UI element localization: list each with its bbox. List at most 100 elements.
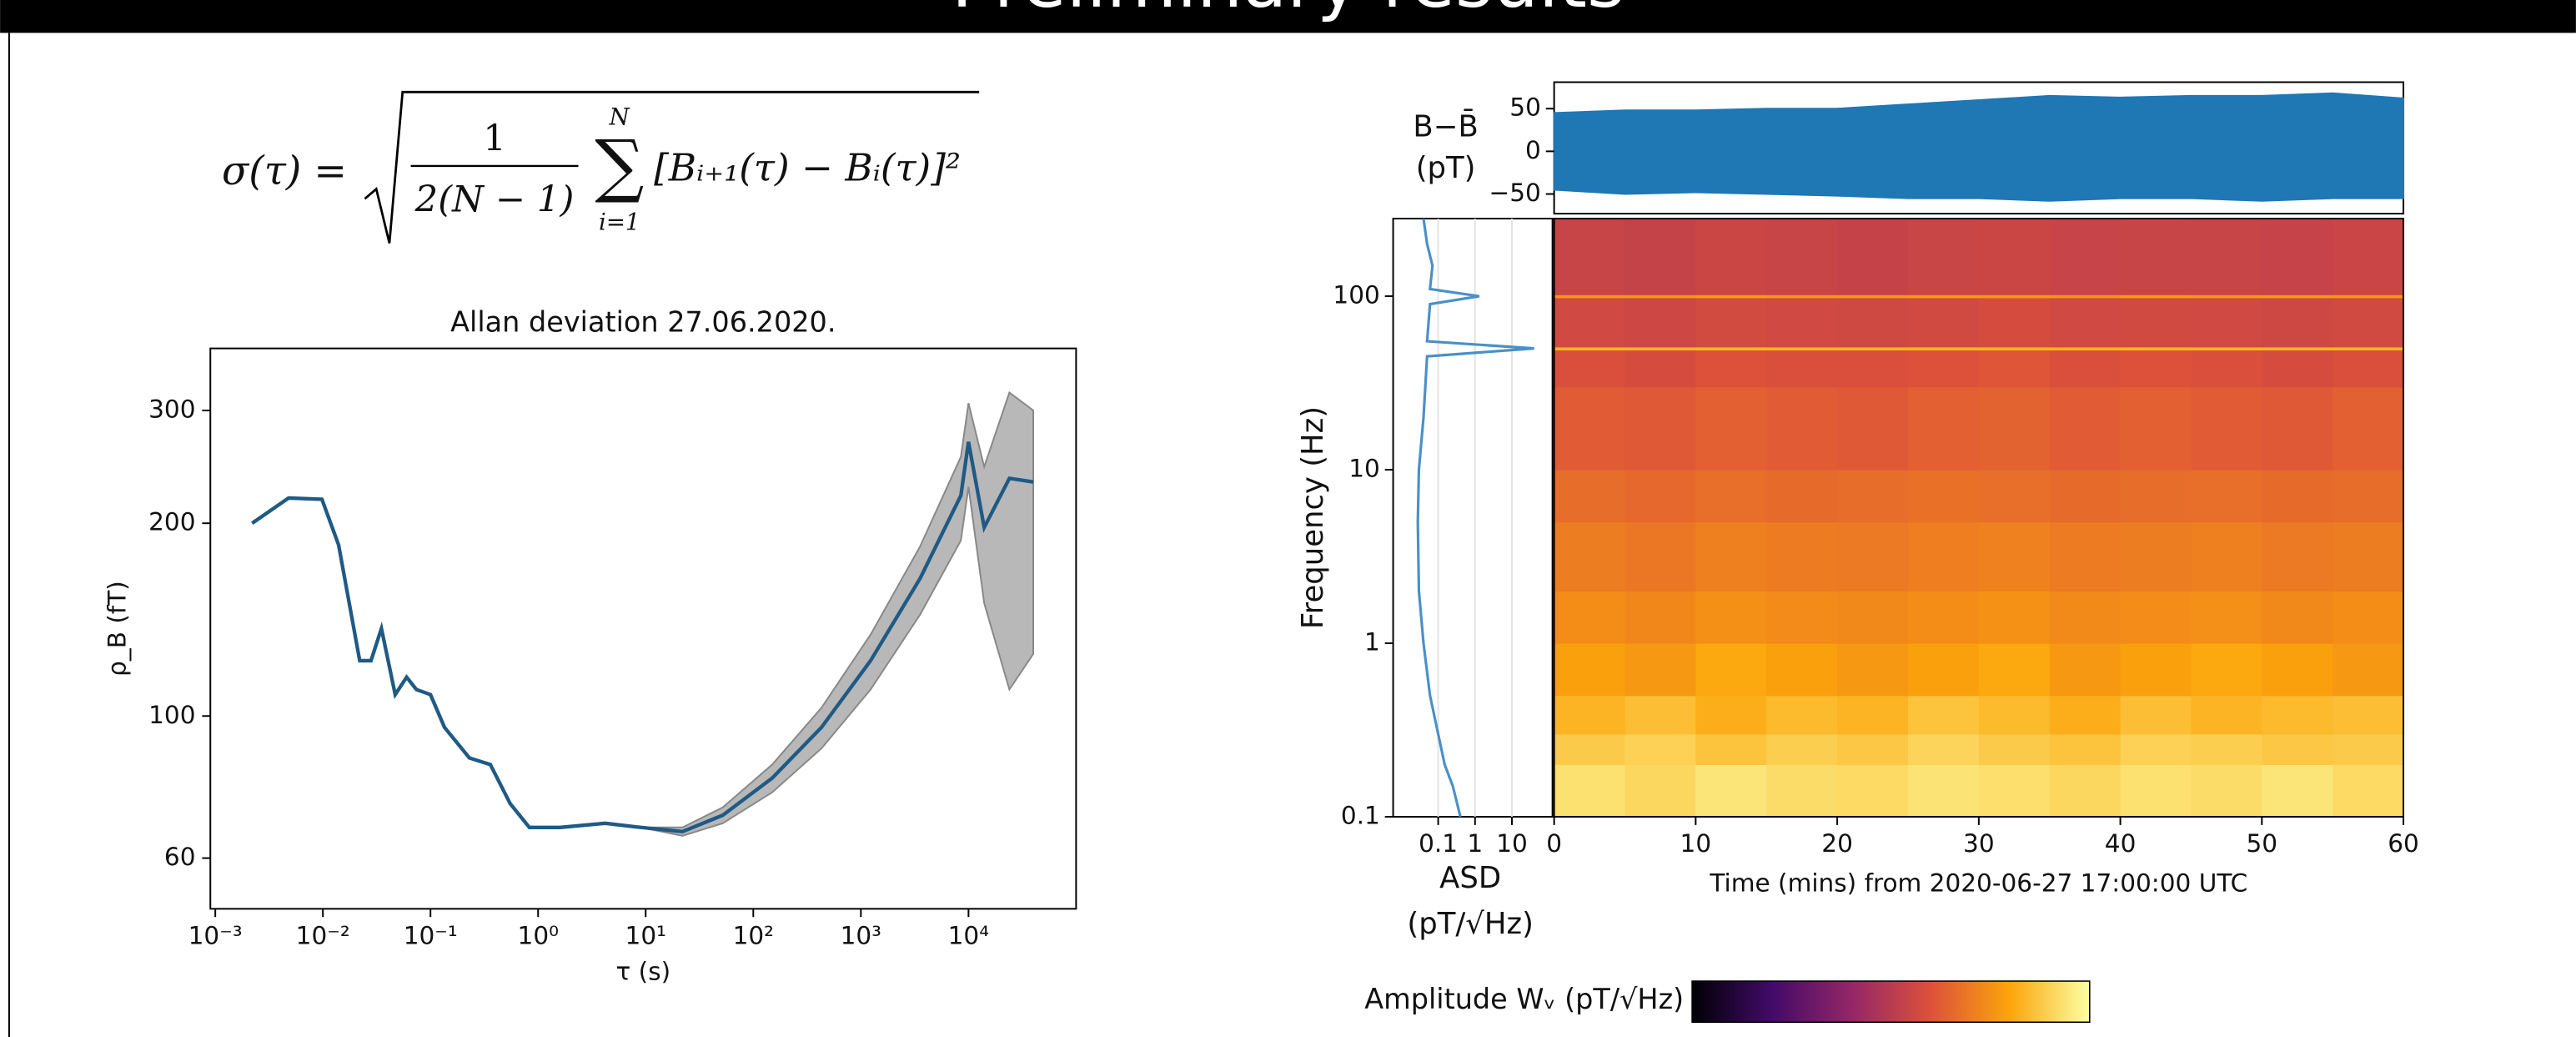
- heatmap-cell: [1554, 591, 1626, 644]
- heatmap-cell: [2120, 294, 2192, 299]
- heatmap-cell: [2332, 297, 2404, 348]
- heatmap-cell: [1978, 346, 2051, 351]
- heatmap-cell: [2049, 695, 2122, 735]
- x-tick-label: 10⁻³: [188, 921, 243, 949]
- heatmap-cell: [1624, 297, 1696, 348]
- heatmap-cell: [1554, 386, 1626, 471]
- heatmap-cell: [1766, 297, 1838, 348]
- formula-denominator: 2(N − 1): [414, 179, 575, 220]
- heatmap-cell: [2262, 346, 2333, 351]
- x-tick-label: 1: [1467, 829, 1483, 858]
- heatmap-cell: [2332, 764, 2404, 818]
- heatmap-cell: [1907, 591, 1980, 644]
- heatmap-cell: [1624, 521, 1696, 591]
- heatmap-cell: [2191, 764, 2262, 818]
- heatmap-cell: [1624, 470, 1696, 523]
- heatmap-cell: [1837, 591, 1909, 644]
- heatmap-cell: [2191, 297, 2262, 348]
- heatmap-cell: [2332, 346, 2404, 351]
- heatmap-cell: [2191, 346, 2262, 351]
- heatmap-cell: [1837, 346, 1909, 351]
- heatmap-cell: [1837, 218, 1909, 295]
- colorbar-label: Amplitude Wᵥ (pT/√Hz): [1364, 983, 1684, 1015]
- heatmap-cell: [1624, 294, 1696, 299]
- heatmap-cell: [1766, 591, 1838, 644]
- heatmap-cell: [1695, 297, 1767, 348]
- heatmap-cell: [1624, 733, 1696, 766]
- colorbar: [1691, 980, 2091, 1024]
- heatmap-cell: [1978, 764, 2051, 818]
- heatmap-cell: [1554, 733, 1626, 766]
- heatmap-cell: [2120, 297, 2192, 348]
- heatmap-cell: [1837, 695, 1909, 735]
- y-tick-label: 10: [1348, 455, 1380, 483]
- heatmap-cell: [2191, 218, 2262, 295]
- heatmap-cell: [2332, 386, 2404, 471]
- heatmap-cell: [1695, 521, 1767, 591]
- heatmap-cell: [1766, 346, 1838, 351]
- heatmap-cell: [2049, 591, 2122, 644]
- y-tick-label: 50: [1509, 93, 1541, 122]
- y-axis-label: Frequency (Hz): [1296, 406, 1330, 629]
- y-tick-label: 300: [148, 395, 195, 424]
- y-tick-label: 0: [1525, 136, 1541, 164]
- heatmap-cell: [2332, 591, 2404, 644]
- x-tick-label: 40: [2105, 829, 2137, 858]
- heatmap-cell: [1837, 733, 1909, 766]
- y-axis-label: ρ_B (fT): [103, 581, 131, 677]
- heatmap-cell: [2120, 591, 2192, 644]
- x-tick-label: 50: [2247, 829, 2278, 858]
- heatmap-cell: [1624, 591, 1696, 644]
- heatmap-cell: [2120, 470, 2192, 523]
- x-tick-label: 10⁴: [948, 921, 989, 949]
- heatmap-cell: [1554, 470, 1626, 523]
- heatmap-cell: [1978, 297, 2051, 348]
- x-tick-label: 10: [1680, 829, 1712, 858]
- sum-sign: ∑: [595, 124, 644, 205]
- heatmap-cell: [1837, 470, 1909, 523]
- heatmap-cell: [2262, 386, 2333, 471]
- heatmap-cell: [1624, 350, 1696, 388]
- heatmap-cell: [1695, 470, 1767, 523]
- x-tick-label: 60: [2388, 829, 2419, 858]
- heatmap-cell: [1554, 695, 1626, 735]
- heatmap-cell: [1978, 470, 2051, 523]
- heatmap-cell: [1554, 346, 1626, 351]
- asd-label: (pT/√Hz): [1407, 907, 1534, 941]
- heatmap-cell: [2120, 386, 2192, 471]
- x-tick-label: 10⁻²: [296, 921, 350, 949]
- heatmap-cell: [2049, 733, 2122, 766]
- heatmap-cell: [2120, 350, 2192, 388]
- heatmap-cell: [2191, 350, 2262, 388]
- x-tick-label: 10¹: [625, 921, 666, 949]
- heatmap-cell: [1695, 346, 1767, 351]
- heatmap-cell: [1554, 764, 1626, 818]
- y-tick-label: 100: [148, 701, 195, 729]
- heatmap-cell: [2262, 218, 2333, 295]
- plot-frame: [209, 347, 1077, 910]
- asd-label: ASD: [1439, 861, 1501, 895]
- asd-line: [1416, 218, 1534, 818]
- heatmap-cell: [1554, 350, 1626, 388]
- heatmap-cell: [1837, 350, 1909, 388]
- heatmap-cell: [1978, 350, 2051, 388]
- heatmap-cell: [1978, 591, 2051, 644]
- heatmap-cell: [2120, 764, 2192, 818]
- sum-lower: i=1: [599, 208, 640, 235]
- heatmap-cell: [1907, 695, 1980, 735]
- title-bar: [0, 0, 2576, 33]
- heatmap-cell: [1624, 764, 1696, 818]
- heatmap-cell: [1907, 470, 1980, 523]
- heatmap-cell: [2049, 643, 2122, 697]
- heatmap-cell: [1766, 521, 1838, 591]
- x-tick-label: 30: [1963, 829, 1995, 858]
- heatmap-cell: [1624, 346, 1696, 351]
- heatmap-cell: [1695, 643, 1767, 697]
- heatmap-cell: [2262, 294, 2333, 299]
- heatmap-cell: [1907, 294, 1980, 299]
- heatmap-cell: [2049, 297, 2122, 348]
- heatmap-cell: [1978, 294, 2051, 299]
- x-tick-label: 10²: [733, 921, 774, 949]
- x-tick-label: 10³: [841, 921, 881, 949]
